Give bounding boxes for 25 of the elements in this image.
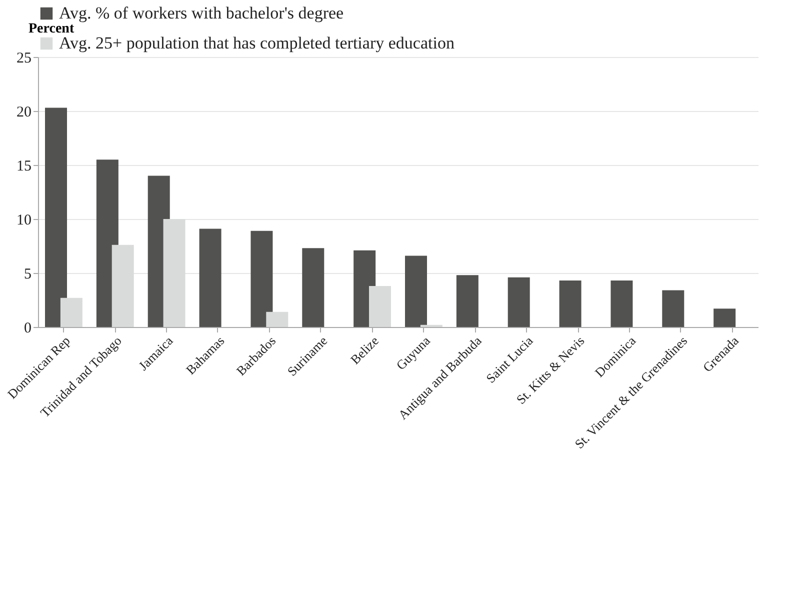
bar xyxy=(112,244,134,327)
bar xyxy=(60,298,82,327)
y-tick-label: 5 xyxy=(24,266,32,282)
bar xyxy=(405,256,427,327)
bar xyxy=(266,312,288,327)
bar xyxy=(662,290,684,327)
bar xyxy=(714,308,736,327)
bar xyxy=(456,275,478,327)
bar xyxy=(610,280,633,327)
bar xyxy=(369,286,391,327)
y-tick-label: 0 xyxy=(24,320,32,336)
bar xyxy=(559,280,582,327)
y-tick-label: 10 xyxy=(16,212,32,228)
y-tick-label: 15 xyxy=(16,158,32,174)
bar xyxy=(250,230,273,327)
legend-label: Avg. 25+ population that has completed tertiary education xyxy=(59,34,455,52)
bar xyxy=(163,219,186,327)
bar xyxy=(199,228,222,327)
bar xyxy=(45,108,67,327)
y-tick-label: 25 xyxy=(16,50,32,66)
y-tick-label: 20 xyxy=(16,104,32,120)
bar xyxy=(302,248,324,327)
legend-label: Avg. % of workers with bachelor's degree xyxy=(59,4,344,22)
y-axis-title: Percent xyxy=(28,22,74,36)
bar xyxy=(508,277,530,327)
